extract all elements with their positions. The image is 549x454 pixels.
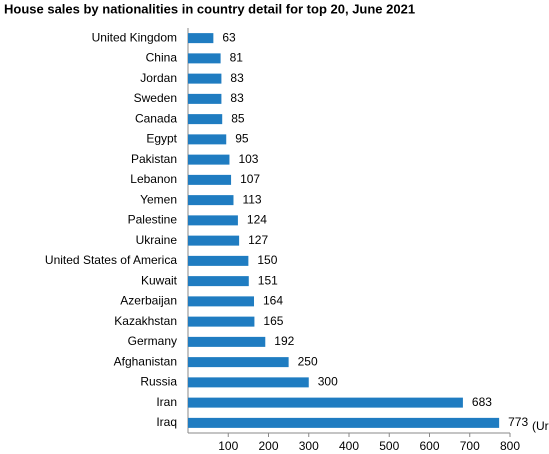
value-label: 63 bbox=[222, 30, 236, 44]
value-label: 151 bbox=[258, 273, 278, 287]
y-tick-label: Egypt bbox=[146, 132, 177, 146]
y-tick-label: Russia bbox=[140, 375, 177, 389]
x-tick-label: 800 bbox=[500, 439, 520, 453]
y-tick-label: China bbox=[146, 51, 178, 65]
value-label: 164 bbox=[263, 294, 283, 308]
bar bbox=[188, 195, 234, 206]
bar bbox=[188, 174, 232, 185]
y-tick-label: Kazakhstan bbox=[114, 314, 177, 328]
value-label: 83 bbox=[230, 71, 244, 85]
y-tick-label: Canada bbox=[135, 111, 177, 125]
y-tick-label: Kuwait bbox=[141, 273, 178, 287]
bar bbox=[188, 377, 309, 388]
y-tick-label: Germany bbox=[128, 334, 177, 348]
x-tick-label: 400 bbox=[339, 439, 359, 453]
value-label: 127 bbox=[248, 233, 268, 247]
x-tick-label: 300 bbox=[299, 439, 319, 453]
y-tick-label: Pakistan bbox=[131, 152, 177, 166]
y-tick-label: Iran bbox=[156, 395, 177, 409]
value-label: 250 bbox=[298, 354, 318, 368]
value-label: 113 bbox=[242, 192, 261, 206]
value-label: 103 bbox=[238, 152, 258, 166]
y-tick-label: United States of America bbox=[45, 253, 177, 267]
bar bbox=[188, 154, 230, 165]
value-label: 124 bbox=[247, 213, 267, 227]
value-label: 107 bbox=[240, 172, 260, 186]
value-label: 192 bbox=[274, 334, 294, 348]
x-tick-label: 600 bbox=[419, 439, 439, 453]
x-tick-label: 500 bbox=[379, 439, 399, 453]
bar bbox=[188, 357, 289, 368]
y-tick-label: United Kingdom bbox=[92, 30, 177, 44]
y-tick-label: Azerbaijan bbox=[120, 294, 177, 308]
bar bbox=[188, 33, 214, 44]
bar bbox=[188, 336, 266, 347]
y-tick-label: Yemen bbox=[140, 192, 177, 206]
x-axis-label: (Ur bbox=[532, 419, 549, 433]
bar bbox=[188, 276, 249, 287]
bar bbox=[188, 235, 240, 246]
chart-title: House sales by nationalities in country … bbox=[4, 1, 415, 16]
bar bbox=[188, 417, 500, 428]
value-label: 85 bbox=[231, 111, 245, 125]
value-label: 300 bbox=[318, 375, 338, 389]
value-label: 773 bbox=[508, 415, 528, 429]
y-tick-label: Jordan bbox=[140, 71, 177, 85]
bar bbox=[188, 255, 249, 266]
bar bbox=[188, 316, 255, 327]
y-tick-label: Sweden bbox=[134, 91, 177, 105]
value-label: 683 bbox=[472, 395, 492, 409]
value-label: 150 bbox=[257, 253, 277, 267]
x-tick-label: 100 bbox=[218, 439, 238, 453]
y-tick-label: Lebanon bbox=[130, 172, 177, 186]
bar bbox=[188, 93, 222, 104]
bar bbox=[188, 53, 221, 64]
x-tick-label: 700 bbox=[460, 439, 480, 453]
value-label: 165 bbox=[263, 314, 283, 328]
bar bbox=[188, 215, 238, 226]
bar bbox=[188, 114, 223, 125]
bar bbox=[188, 73, 222, 84]
y-tick-label: Afghanistan bbox=[114, 354, 177, 368]
y-tick-label: Palestine bbox=[128, 213, 178, 227]
value-label: 83 bbox=[230, 91, 244, 105]
bar bbox=[188, 397, 463, 408]
y-tick-label: Iraq bbox=[156, 415, 177, 429]
value-label: 95 bbox=[235, 132, 249, 146]
value-label: 81 bbox=[230, 51, 244, 65]
bar bbox=[188, 296, 255, 307]
bar bbox=[188, 134, 227, 145]
y-tick-label: Ukraine bbox=[136, 233, 178, 247]
x-tick-label: 200 bbox=[258, 439, 278, 453]
